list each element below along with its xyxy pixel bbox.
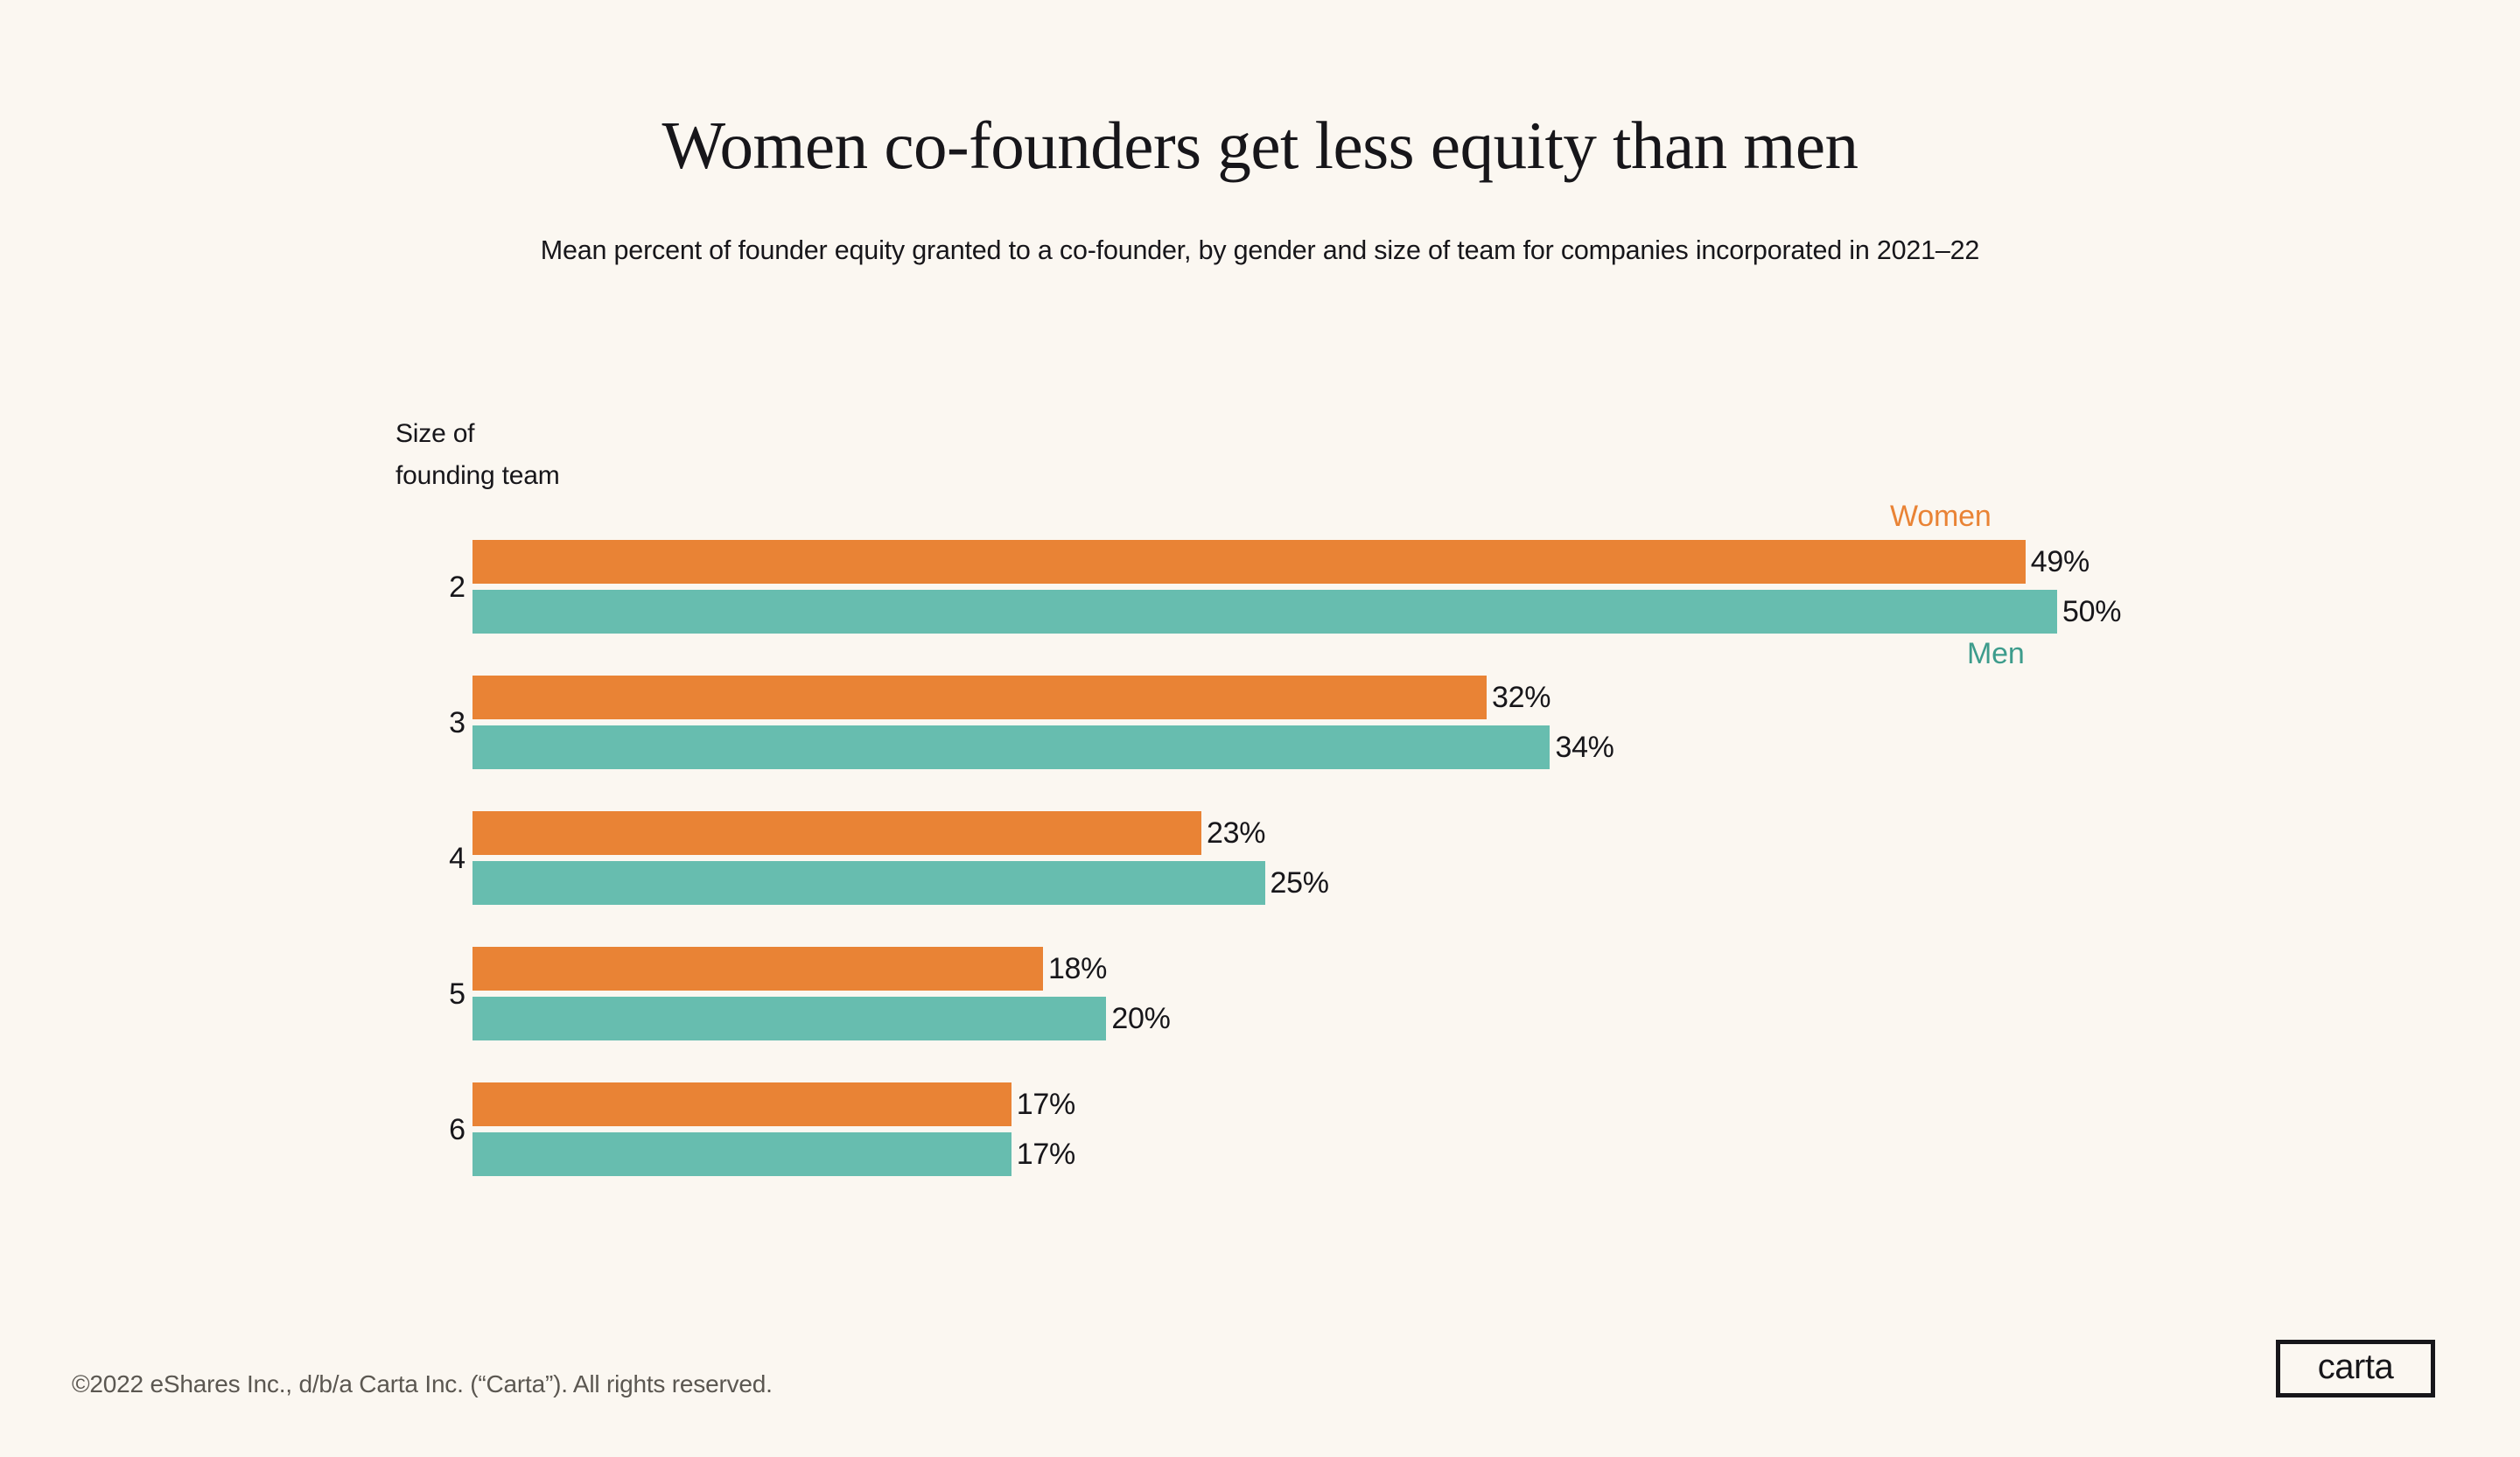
legend-label-women: Women [1890, 500, 1992, 533]
bar-group: 3 32% 34% [0, 676, 2520, 769]
bar-women-size-4[interactable] [472, 811, 1202, 855]
bar-value-men-size-2: 50% [2062, 595, 2122, 628]
page-title: Women co-founders get less equity than m… [662, 108, 1859, 183]
bar-value-men-size-4: 25% [1270, 866, 1329, 900]
bar-men-size-2[interactable] [472, 590, 2057, 634]
page-subtitle: Mean percent of founder equity granted t… [540, 235, 1980, 265]
bar-women-size-3[interactable] [472, 676, 1488, 719]
bar-value-women-size-5: 18% [1047, 952, 1108, 985]
y-axis-caption-line-2: founding team [396, 461, 560, 490]
carta-logo: carta [2276, 1340, 2435, 1397]
bar-value-women-size-2: 49% [2030, 545, 2090, 578]
bar-men-size-4[interactable] [472, 861, 1265, 905]
bar-women-size-6[interactable] [472, 1082, 1012, 1126]
y-axis-caption-line-1: Size of [396, 419, 475, 448]
category-label: 5 [449, 977, 466, 1011]
carta-logo-text: carta [2317, 1348, 2394, 1386]
legend-label-men: Men [1967, 637, 2025, 670]
bar-women-size-5[interactable] [472, 947, 1043, 991]
bar-value-men-size-5: 20% [1111, 1002, 1171, 1035]
bar-men-size-5[interactable] [472, 997, 1107, 1040]
bar-value-men-size-6: 17% [1016, 1138, 1075, 1171]
category-label: 4 [449, 841, 466, 875]
bar-group: 5 18% 20% [0, 947, 2520, 1040]
bar-value-women-size-3: 32% [1492, 681, 1551, 714]
category-label: 6 [449, 1112, 466, 1146]
y-axis-caption: Size of founding team [396, 413, 560, 497]
bar-men-size-3[interactable] [472, 725, 1550, 769]
bar-group: 6 17% 17% [0, 1082, 2520, 1176]
bar-women-size-2[interactable] [472, 540, 2026, 584]
copyright-notice: ©2022 eShares Inc., d/b/a Carta Inc. (“C… [72, 1370, 773, 1397]
category-label: 3 [449, 705, 466, 739]
bar-group: 4 23% 25% [0, 811, 2520, 905]
bar-value-women-size-6: 17% [1016, 1088, 1075, 1121]
bar-value-men-size-3: 34% [1555, 731, 1614, 764]
bar-value-women-size-4: 23% [1207, 816, 1266, 850]
category-label: 2 [449, 570, 466, 604]
bar-group: 2 49% 50% [0, 540, 2520, 634]
bar-men-size-6[interactable] [472, 1132, 1012, 1176]
